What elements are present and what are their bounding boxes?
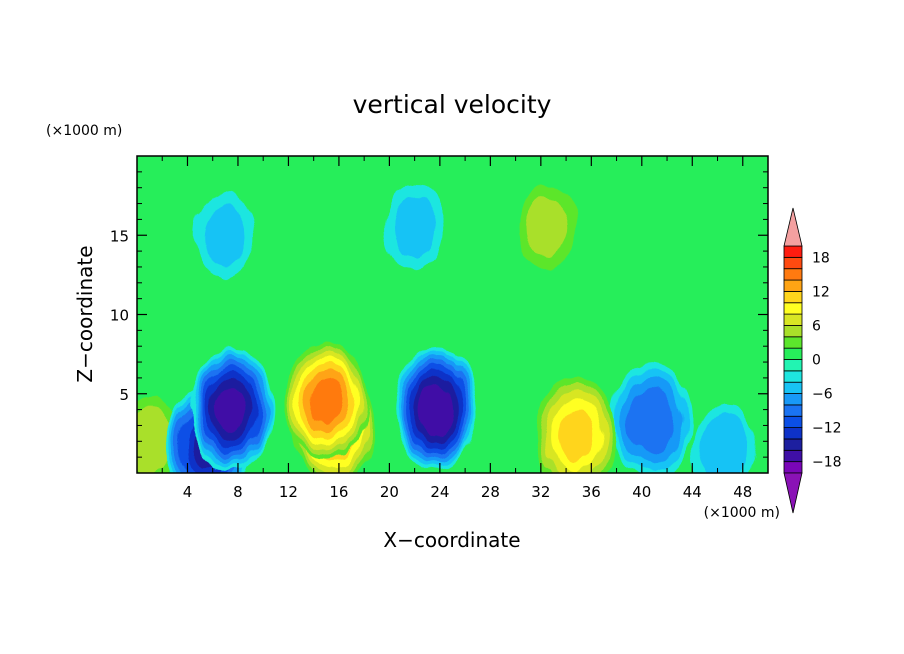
plot-area [137,156,768,473]
colorbar-label: 18 [812,250,830,266]
colorbar: 18 12 6 0 −6 −12 −18 [783,207,842,514]
colorbar-swatch [783,393,803,406]
field-feature [535,376,617,473]
colorbar-swatch [783,370,803,383]
colorbar-label: −18 [812,455,842,471]
x-axis: 4 8 12 16 20 24 28 32 36 40 44 48 [161,156,752,501]
contour-band [216,388,247,431]
x-tick-label: 4 [183,483,193,501]
colorbar-swatch [783,438,803,451]
x-unit-label: (×1000 m) [704,505,780,521]
x-tick-label: 28 [481,483,500,501]
x-tick-label: 8 [233,483,243,501]
field-feature [194,193,256,278]
y-unit-label: (×1000 m) [46,123,122,139]
field-feature [394,348,478,471]
x-tick-label: 32 [531,483,550,501]
y-axis: 5 10 15 [110,171,768,458]
colorbar-extend-low [783,472,803,514]
colorbar-swatch [783,347,803,360]
colorbar-label: 12 [812,284,830,300]
field-feature [516,185,578,270]
x-tick-label: 36 [582,483,601,501]
velocity-field [137,156,768,473]
colorbar-swatch [783,359,803,372]
colorbar-swatch [783,415,803,429]
contour-band [310,377,342,423]
contour-band [558,408,595,462]
x-axis-label: X−coordinate [383,528,520,552]
colorbar-swatch [783,404,803,417]
colorbar-swatch [783,290,803,304]
contour-band [137,407,175,473]
colorbar-extend-high [783,207,803,247]
x-tick-label: 40 [632,483,651,501]
colorbar-swatch [783,268,803,281]
y-tick-label: 15 [110,227,129,245]
contour-band [699,415,749,473]
colorbar-swatch [783,427,803,440]
colorbar-swatch [783,381,803,394]
contour-band [628,387,676,455]
x-tick-label: 44 [683,483,702,501]
field-feature [284,340,368,461]
colorbar-label: 0 [812,353,821,369]
contour-band [203,205,247,265]
x-tick-label: 24 [430,483,449,501]
colorbar-swatch [783,325,803,338]
x-tick-label: 48 [733,483,752,501]
x-tick-label: 12 [279,483,298,501]
colorbar-label: −6 [812,387,833,403]
colorbar-swatch [783,256,803,270]
colorbar-swatch [783,461,803,474]
colorbar-swatch [783,449,803,463]
y-axis-label: Z−coordinate [73,245,97,382]
colorbar-swatch [783,313,803,326]
field-feature [611,362,692,473]
colorbar-label: −12 [812,421,842,437]
x-tick-label: 20 [380,483,399,501]
colorbar-swatch [783,279,803,292]
colorbar-swatch [783,302,803,315]
field-feature [692,405,756,473]
x-tick-label: 16 [329,483,348,501]
chart-title: vertical velocity [353,90,552,119]
field-feature [189,349,274,471]
y-tick-label: 10 [110,307,129,325]
contour-band [418,384,454,436]
colorbar-swatch [783,245,803,258]
colorbar-swatch [783,336,803,349]
field-feature [384,185,446,270]
y-tick-label: 5 [119,386,129,404]
contour-band [393,197,437,257]
contour-band [525,197,569,257]
colorbar-label: 6 [812,318,821,334]
